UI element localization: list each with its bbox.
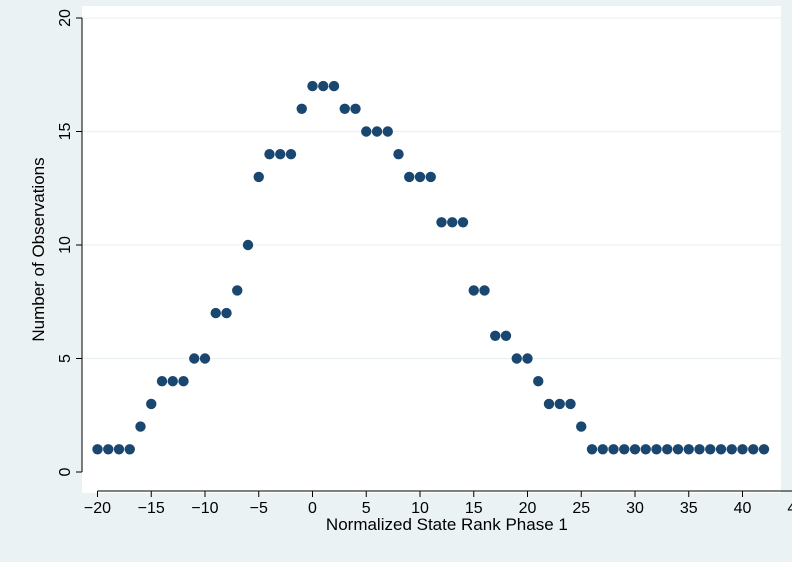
data-point: [339, 103, 350, 115]
data-point: [576, 421, 587, 432]
data-point: [500, 330, 512, 341]
data-point: [221, 307, 232, 319]
y-tick-label: 15: [57, 123, 74, 141]
data-point: [522, 353, 533, 364]
data-point: [619, 444, 630, 455]
data-points: [92, 80, 770, 455]
data-point: [672, 444, 684, 455]
x-axis-title: Normalized State Rank Phase 1: [326, 515, 568, 534]
data-point: [318, 80, 329, 92]
x-tick-label: 5: [362, 500, 371, 517]
x-tick-label: 25: [572, 500, 590, 517]
data-point: [328, 80, 340, 92]
data-point: [189, 353, 200, 364]
x-tick-label: 45: [787, 500, 792, 517]
data-point: [404, 171, 415, 183]
x-tick-label: 10: [411, 500, 429, 517]
data-point: [457, 217, 469, 228]
data-point: [156, 376, 168, 387]
data-point: [253, 171, 264, 183]
data-point: [662, 444, 673, 455]
data-point: [103, 444, 114, 455]
y-axis-title: Number of Observations: [29, 157, 48, 341]
data-point: [264, 149, 275, 160]
data-point: [511, 353, 522, 364]
data-point: [382, 126, 393, 137]
data-point: [447, 217, 458, 228]
data-point: [167, 376, 178, 387]
data-point: [651, 444, 662, 455]
y-tick-label: 0: [57, 467, 74, 476]
data-point: [425, 171, 436, 183]
data-point: [232, 285, 243, 296]
data-point: [178, 376, 189, 387]
data-point: [586, 444, 598, 455]
data-point: [242, 239, 254, 251]
data-point: [92, 444, 103, 455]
data-point: [210, 307, 221, 319]
y-tick-label: 10: [57, 236, 74, 254]
data-point: [490, 330, 501, 341]
data-point: [135, 421, 146, 432]
data-point: [640, 444, 651, 455]
y-axis-ticks: 0 5 10 15 20: [57, 9, 82, 476]
plot-area: [82, 6, 781, 493]
x-tick-label: −15: [138, 500, 165, 517]
data-point: [705, 444, 716, 455]
data-point: [758, 444, 770, 455]
data-point: [694, 444, 705, 455]
x-tick-label: 30: [626, 500, 644, 517]
data-point: [737, 444, 748, 455]
x-tick-label: 20: [519, 500, 537, 517]
y-tick-label: 5: [57, 354, 74, 363]
data-point: [199, 353, 211, 364]
data-point: [629, 444, 641, 455]
x-tick-label: 0: [308, 500, 317, 517]
data-point: [124, 444, 135, 455]
x-tick-label: 35: [680, 500, 698, 517]
data-point: [748, 444, 759, 455]
x-tick-label: −20: [84, 500, 111, 517]
x-tick-label: 15: [465, 500, 483, 517]
data-point: [608, 444, 619, 455]
data-point: [414, 171, 426, 183]
x-tick-label: 40: [734, 500, 752, 517]
data-point: [683, 444, 694, 455]
y-tick-label: 20: [57, 9, 74, 27]
data-point: [146, 398, 157, 410]
data-point: [285, 149, 297, 160]
data-point: [275, 149, 286, 160]
data-point: [554, 398, 565, 410]
data-point: [371, 126, 383, 137]
data-point: [361, 126, 372, 137]
data-point: [350, 103, 361, 115]
data-point: [436, 217, 447, 228]
data-point: [393, 149, 404, 160]
data-point: [715, 444, 727, 455]
x-tick-label: −5: [250, 500, 268, 517]
x-tick-label: −10: [191, 500, 218, 517]
data-point: [296, 103, 307, 115]
data-point: [597, 444, 608, 455]
data-point: [726, 444, 737, 455]
data-point: [479, 285, 490, 296]
data-point: [543, 398, 555, 410]
data-point: [468, 285, 479, 296]
data-point: [533, 376, 544, 387]
data-point: [565, 398, 576, 410]
data-point: [307, 80, 318, 92]
data-point: [113, 444, 125, 455]
x-axis-ticks: −20 −15 −10 −5 0 5 10 15 20 25 30 35 40 45: [84, 491, 792, 517]
